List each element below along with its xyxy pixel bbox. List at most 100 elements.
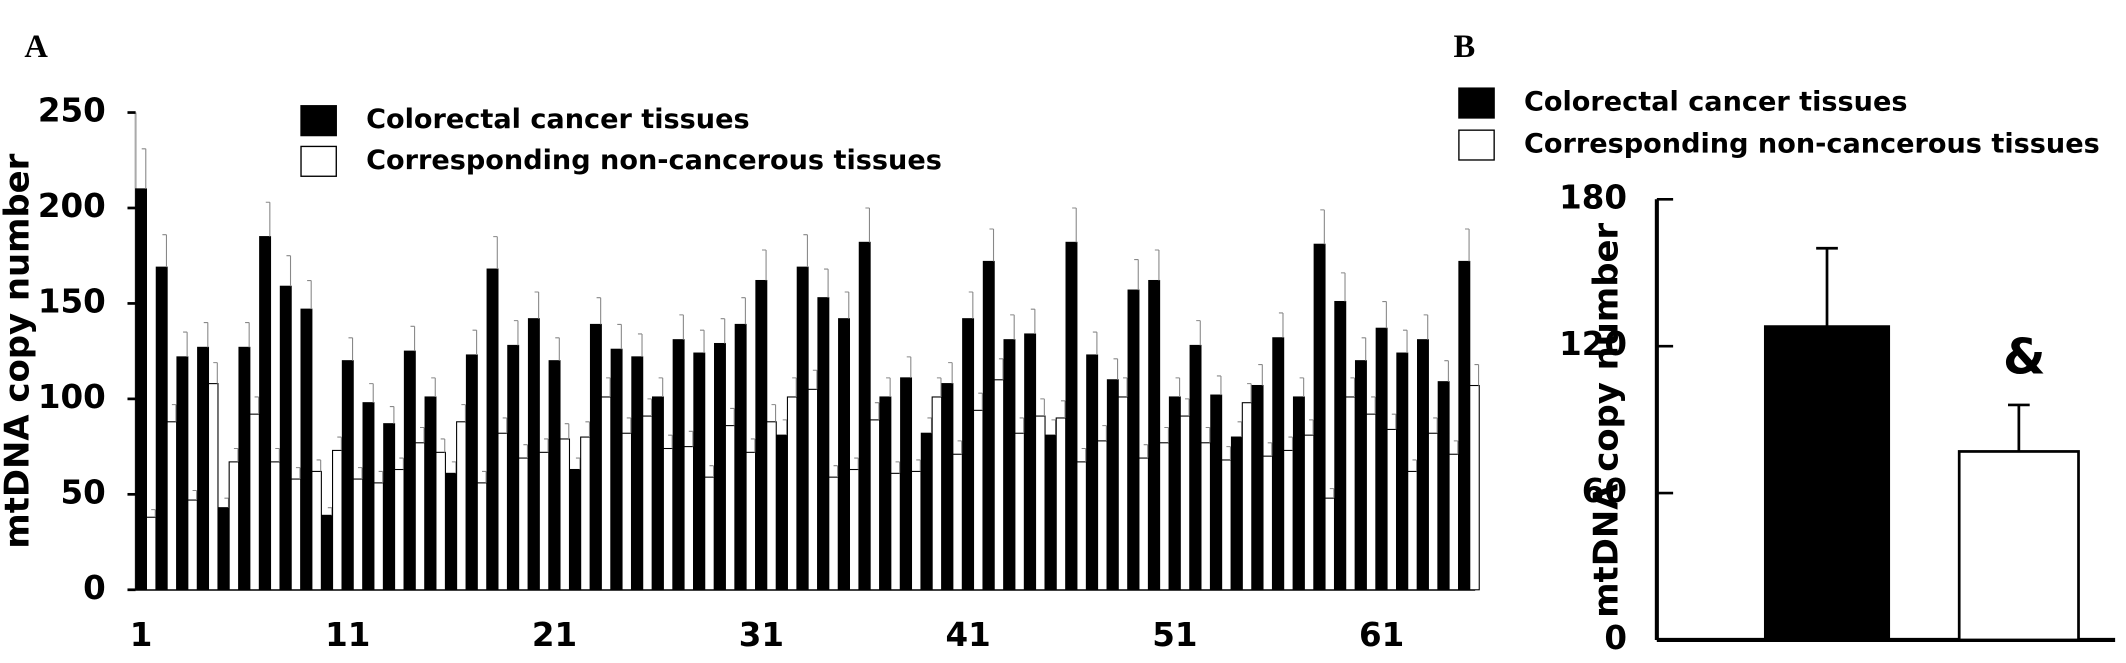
- error-bar: [792, 377, 797, 397]
- bar: [621, 432, 633, 591]
- error-bar: [989, 228, 995, 262]
- error-bar: [513, 320, 519, 346]
- bar: [631, 356, 644, 591]
- error-bar: [265, 201, 271, 237]
- bar: [1179, 415, 1191, 591]
- error-bar: [327, 507, 333, 516]
- bar: [1241, 402, 1253, 591]
- error-bar: [2008, 403, 2030, 452]
- error-bar: [844, 291, 850, 319]
- bar: [662, 447, 674, 591]
- error-bar: [1113, 358, 1119, 380]
- error-bar: [1051, 419, 1057, 436]
- legend-label: Corresponding non-cancerous tissues: [1524, 129, 2100, 160]
- bar: [1076, 461, 1087, 591]
- bar: [383, 423, 396, 591]
- bar: [755, 279, 768, 591]
- bar: [155, 266, 168, 591]
- bar: [1024, 333, 1037, 591]
- x-tick-label: 61: [1359, 616, 1404, 654]
- error-bar: [626, 417, 632, 434]
- bar: [600, 396, 612, 591]
- error-bar: [1122, 377, 1128, 397]
- bar: [1386, 428, 1398, 591]
- bar: [424, 396, 437, 591]
- bar: [776, 434, 788, 591]
- bar: [394, 468, 405, 591]
- bar: [869, 419, 881, 591]
- bar: [1230, 436, 1243, 591]
- bar: [518, 457, 529, 591]
- error-bar: [1278, 312, 1284, 338]
- bar: [1221, 459, 1232, 591]
- bar: [290, 478, 302, 591]
- bar: [321, 514, 334, 591]
- x-tick-label: 1: [130, 616, 153, 654]
- bar: [352, 478, 364, 591]
- bar: [311, 470, 322, 591]
- bar: [1957, 450, 2080, 642]
- error-bar: [523, 444, 528, 459]
- error-bar: [854, 457, 859, 470]
- error-bar: [906, 356, 912, 378]
- legend-swatch: [1458, 87, 1495, 119]
- bar: [610, 348, 623, 591]
- error-bar: [978, 392, 983, 411]
- error-bar: [1402, 329, 1408, 354]
- error-bar: [1185, 398, 1190, 417]
- legend-swatch: [300, 145, 337, 177]
- error-bar: [534, 291, 540, 319]
- y-tick-label: 150: [38, 282, 106, 320]
- error-bar: [730, 407, 735, 426]
- error-bar: [1299, 377, 1305, 397]
- error-bar: [585, 421, 591, 438]
- error-bar: [709, 465, 715, 478]
- error-bar: [1092, 331, 1098, 355]
- error-bar: [968, 291, 974, 319]
- error-bar: [886, 377, 891, 397]
- bar: [187, 499, 198, 591]
- y-tick-label: 180: [1559, 178, 1627, 216]
- bar: [548, 360, 561, 591]
- bar: [693, 352, 706, 591]
- panel-label: A: [24, 29, 48, 65]
- x-tick-label: 21: [532, 616, 577, 654]
- bar: [1272, 337, 1285, 591]
- bar: [1055, 417, 1067, 591]
- error-bar: [1164, 426, 1169, 443]
- error-bar: [482, 470, 487, 483]
- error-bar: [606, 377, 611, 397]
- bar: [848, 468, 860, 591]
- error-bar: [1010, 314, 1015, 340]
- bar: [745, 451, 757, 591]
- bar: [1375, 327, 1388, 591]
- error-bar: [1444, 360, 1449, 382]
- error-bar: [1216, 375, 1222, 396]
- y-tick-label: 120: [1559, 325, 1627, 363]
- error-bar: [295, 467, 301, 480]
- error-bar: [1154, 249, 1160, 281]
- bar: [962, 318, 975, 591]
- error-bar: [803, 234, 808, 268]
- bar: [672, 339, 685, 591]
- bar: [941, 383, 954, 591]
- bar: [559, 438, 571, 591]
- bar: [900, 377, 913, 591]
- error-bar: [1226, 446, 1231, 460]
- bar: [1003, 339, 1016, 591]
- error-bar: [171, 404, 177, 422]
- bar: [1014, 432, 1025, 591]
- bar: [1407, 470, 1418, 591]
- bar: [580, 436, 591, 591]
- error-bar: [1350, 377, 1356, 397]
- error-bar: [233, 447, 239, 462]
- error-bar: [617, 323, 622, 350]
- bar: [1469, 384, 1480, 591]
- error-bar: [213, 362, 218, 384]
- bar: [734, 323, 747, 591]
- error-bar: [224, 497, 230, 508]
- y-tick-label: 60: [1582, 472, 1627, 510]
- bar: [228, 461, 240, 591]
- bar: [476, 482, 488, 591]
